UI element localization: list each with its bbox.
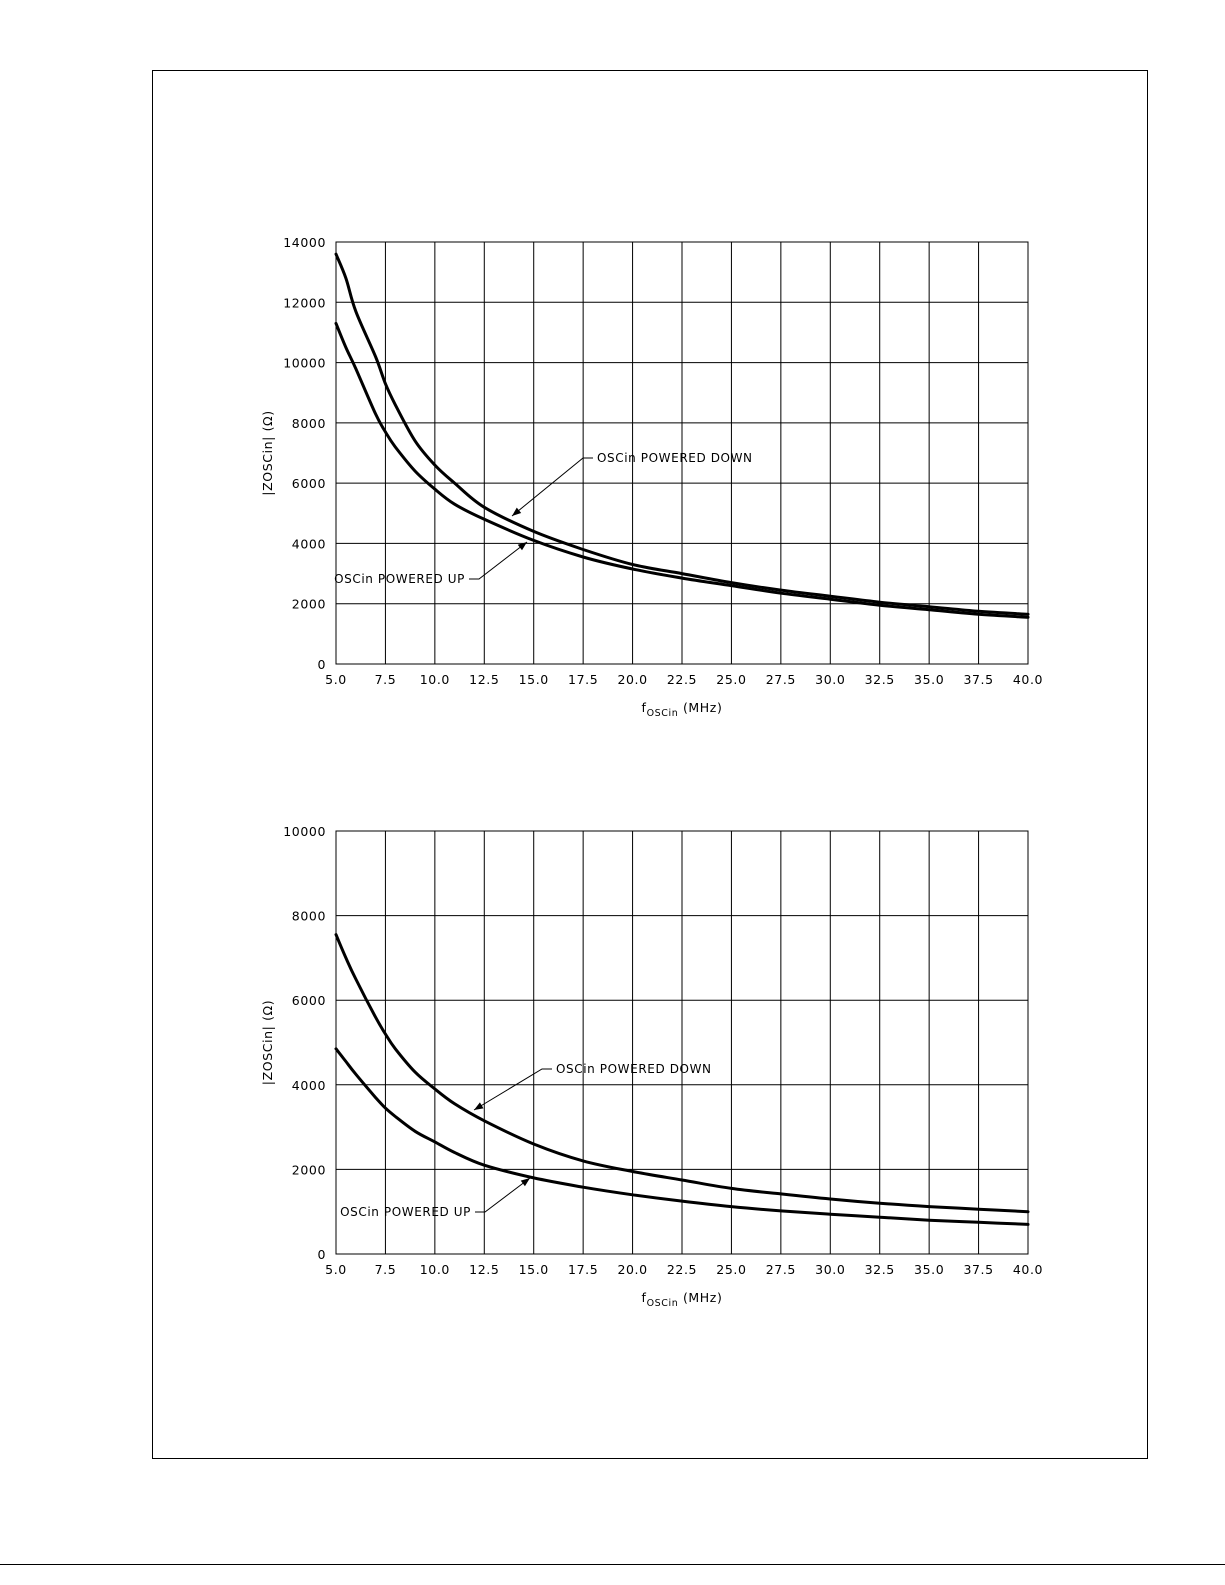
- x-tick-label: 7.5: [375, 1262, 397, 1277]
- annotation-label: OSCin POWERED UP: [334, 572, 465, 586]
- x-tick-label: 37.5: [963, 1262, 993, 1277]
- x-axis-label-subscript: OSCin: [647, 708, 679, 719]
- x-tick-label: 17.5: [568, 1262, 598, 1277]
- x-tick-label: 35.0: [914, 672, 944, 687]
- chart-impedance-top: 5.0 7.5 10.0 12.5 15.0 17.5 20.0 22.5 25.0 27.5 30…: [260, 235, 1043, 719]
- y-tick-label: 2000: [292, 597, 326, 612]
- x-tick-label: 7.5: [375, 672, 397, 687]
- plot-area-border: [335, 830, 1029, 1255]
- y-tick-label: 0: [317, 1247, 326, 1262]
- series-line-powered-up: [334, 1047, 1030, 1226]
- x-tick-label: 12.5: [469, 672, 499, 687]
- x-tick-label: 10.0: [420, 1262, 450, 1277]
- x-axis-label: fOSCin (MHz): [642, 700, 723, 719]
- x-tick-label: 37.5: [963, 672, 993, 687]
- x-tick-label: 15.0: [519, 1262, 549, 1277]
- annotation-arrowhead: [512, 507, 522, 516]
- annotation-label: OSCin POWERED DOWN: [597, 451, 753, 465]
- x-tick-label: 25.0: [716, 1262, 746, 1277]
- x-axis-label-unit: (MHz): [678, 1290, 722, 1305]
- x-tick-label: 22.5: [667, 1262, 697, 1277]
- y-tick-label: 2000: [292, 1162, 326, 1177]
- x-tick-label: 32.5: [865, 672, 895, 687]
- x-tick-label: 30.0: [815, 1262, 845, 1277]
- x-tick-label: 20.0: [617, 1262, 647, 1277]
- annotation-label: OSCin POWERED UP: [340, 1205, 471, 1219]
- x-tick-label: 25.0: [716, 672, 746, 687]
- x-tick-label: 32.5: [865, 1262, 895, 1277]
- x-axis-label-main: f: [642, 1290, 647, 1305]
- x-tick-label: 20.0: [617, 672, 647, 687]
- y-tick-label: 6000: [292, 476, 326, 491]
- x-axis-label: fOSCin (MHz): [642, 1290, 723, 1309]
- annotation-leader-line: [473, 1068, 552, 1111]
- x-axis-label-main: f: [642, 700, 647, 715]
- series-line-powered-down: [334, 252, 1030, 616]
- annotation-leader-line: [475, 1177, 531, 1213]
- y-tick-label: 10000: [283, 356, 326, 371]
- footer-rule: [0, 1564, 1225, 1565]
- x-tick-label: 5.0: [325, 672, 347, 687]
- series-line-powered-down: [334, 933, 1030, 1214]
- x-axis-label-subscript: OSCin: [647, 1298, 679, 1309]
- page-frame: [152, 70, 1148, 1459]
- y-tick-label: 8000: [292, 416, 326, 431]
- y-tick-label: 8000: [292, 909, 326, 924]
- annotation-arrowhead: [520, 1178, 530, 1187]
- x-tick-label: 17.5: [568, 672, 598, 687]
- y-tick-label: 6000: [292, 993, 326, 1008]
- annotation-arrowhead: [517, 542, 527, 551]
- x-tick-label: 40.0: [1013, 672, 1043, 687]
- annotation-label: OSCin POWERED DOWN: [556, 1062, 712, 1076]
- x-tick-label: 27.5: [766, 672, 796, 687]
- y-tick-label: 4000: [292, 536, 326, 551]
- x-tick-label: 27.5: [766, 1262, 796, 1277]
- y-tick-label: 12000: [283, 295, 326, 310]
- y-tick-label: 4000: [292, 1078, 326, 1093]
- y-tick-label: 10000: [283, 824, 326, 839]
- x-tick-label: 40.0: [1013, 1262, 1043, 1277]
- x-tick-label: 35.0: [914, 1262, 944, 1277]
- x-tick-label: 10.0: [420, 672, 450, 687]
- x-tick-label: 12.5: [469, 1262, 499, 1277]
- annotation-arrowhead: [474, 1102, 484, 1110]
- chart-impedance-bottom: 5.0 7.5 10.0 12.5 15.0 17.5 20.0 22.5 25.0 27.5 30…: [260, 824, 1043, 1309]
- x-axis-label-unit: (MHz): [678, 700, 722, 715]
- x-tick-label: 30.0: [815, 672, 845, 687]
- x-tick-label: 15.0: [519, 672, 549, 687]
- annotation-leader-line: [511, 457, 593, 517]
- x-tick-label: 22.5: [667, 672, 697, 687]
- annotation-leader-line: [469, 541, 528, 580]
- y-tick-label: 14000: [283, 235, 326, 250]
- y-axis-label: |ZOSCin| (Ω): [260, 410, 275, 495]
- series-line-powered-up: [334, 321, 1030, 619]
- plot-area-border: [335, 241, 1029, 665]
- y-axis-label: |ZOSCin| (Ω): [260, 1000, 275, 1085]
- y-tick-label: 0: [317, 657, 326, 672]
- x-tick-label: 5.0: [325, 1262, 347, 1277]
